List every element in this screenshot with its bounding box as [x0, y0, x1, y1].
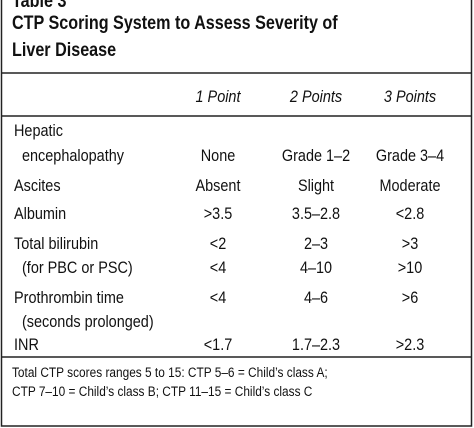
row-label: Total bilirubin — [14, 235, 98, 253]
cell: >2.3 — [396, 336, 425, 354]
cell: <4 — [210, 259, 227, 277]
row-label: (seconds prolonged) — [22, 313, 154, 331]
footnote: CTP 7–10 = Child’s class B; CTP 11–15 = … — [12, 383, 312, 399]
cell: 4–10 — [300, 259, 332, 277]
column-header: 2 Points — [289, 88, 342, 106]
cell: >3.5 — [204, 205, 233, 223]
row-label: Ascites — [14, 177, 61, 195]
table-title: Liver Disease — [12, 39, 116, 61]
row-label: (for PBC or PSC) — [22, 259, 133, 277]
cell: <4 — [210, 289, 227, 307]
cell: >3 — [402, 235, 419, 253]
row-label: Prothrombin time — [14, 289, 124, 307]
row-label: INR — [14, 336, 39, 354]
table-title: CTP Scoring System to Assess Severity of — [12, 12, 338, 34]
cell: Grade 3–4 — [376, 147, 444, 165]
row-label: Hepatic — [14, 122, 63, 140]
cell: 2–3 — [304, 235, 328, 253]
column-header: 1 Point — [196, 88, 242, 106]
column-header: 3 Points — [384, 88, 436, 106]
cell: 4–6 — [304, 289, 328, 307]
cell: <2.8 — [396, 205, 425, 223]
cell: 3.5–2.8 — [292, 205, 340, 223]
cell: 1.7–2.3 — [292, 336, 340, 354]
cell: <1.7 — [204, 336, 233, 354]
table-label: Table 3 — [12, 0, 67, 11]
row-label: encephalopathy — [22, 147, 124, 165]
footnote: Total CTP scores ranges 5 to 15: CTP 5–6… — [12, 364, 328, 380]
cell: None — [201, 147, 236, 165]
cell: >10 — [398, 259, 423, 277]
cell: >6 — [402, 289, 419, 307]
cell: Slight — [298, 177, 335, 195]
row-label: Albumin — [14, 205, 66, 223]
cell: <2 — [210, 235, 226, 253]
cell: Moderate — [379, 177, 440, 195]
cell: Absent — [196, 177, 242, 195]
cell: Grade 1–2 — [282, 147, 350, 165]
